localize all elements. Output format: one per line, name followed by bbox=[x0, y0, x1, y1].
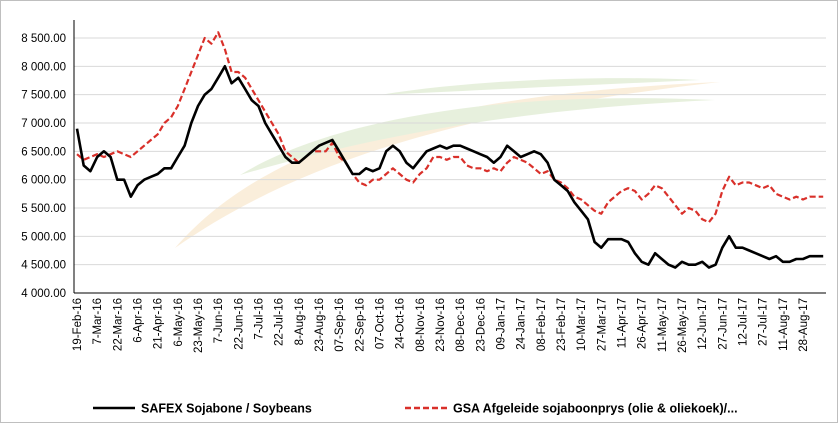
y-tick-label: 8 000.00 bbox=[21, 61, 66, 73]
x-tick-label: 12-Jun-17 bbox=[697, 298, 709, 350]
y-tick-label: 8 500.00 bbox=[21, 33, 66, 45]
x-tick-label: 23-Dec-16 bbox=[475, 298, 487, 352]
x-tick-label: 21-Apr-16 bbox=[153, 298, 165, 349]
x-tick-label: 22-Jun-16 bbox=[233, 298, 245, 350]
x-tick-label: 08-Nov-16 bbox=[415, 298, 427, 352]
x-tick-label: 6-May-16 bbox=[173, 298, 185, 347]
y-tick-label: 5 000.00 bbox=[21, 231, 66, 243]
x-tick-label: 7-Mar-16 bbox=[92, 298, 104, 345]
series-line bbox=[76, 31, 824, 224]
x-tick-label: 11-Apr-17 bbox=[617, 298, 629, 348]
x-tick-label: 08-Feb-17 bbox=[536, 298, 548, 351]
x-tick-label: 28-Aug-17 bbox=[798, 298, 810, 352]
x-tick-label: 7-Jul-16 bbox=[254, 298, 266, 340]
y-tick-label: 5 500.00 bbox=[21, 203, 66, 215]
x-tick-label: 09-Jan-17 bbox=[496, 298, 508, 350]
x-tick-label: 07-Sep-16 bbox=[334, 298, 346, 352]
x-tick-label: 22-Mar-16 bbox=[112, 298, 124, 351]
x-tick-label: 27-Mar-17 bbox=[596, 298, 608, 351]
legend-label: GSA Afgeleide sojaboonprys (olie & oliek… bbox=[453, 402, 738, 416]
x-tick-label: 07-Oct-16 bbox=[375, 298, 387, 349]
x-tick-label: 10-Mar-17 bbox=[576, 298, 588, 351]
x-tick-label: 11-May-17 bbox=[657, 298, 669, 352]
y-tick-label: 4 000.00 bbox=[21, 288, 66, 300]
x-tick-label: 26-Apr-17 bbox=[637, 298, 649, 349]
x-tick-label: 22-Sep-16 bbox=[354, 298, 366, 352]
y-tick-label: 7 000.00 bbox=[21, 118, 66, 130]
y-tick-label: 6 000.00 bbox=[21, 175, 66, 187]
x-tick-label: 08-Dec-16 bbox=[455, 298, 467, 352]
y-tick-label: 4 500.00 bbox=[21, 260, 66, 272]
x-tick-label: 22-Jul-16 bbox=[274, 298, 286, 346]
x-tick-label: 24-Jan-17 bbox=[516, 298, 528, 350]
x-tick-label: 6-Apr-16 bbox=[133, 298, 145, 343]
legend-label: SAFEX Sojabone / Soybeans bbox=[141, 402, 312, 416]
x-tick-label: 27-Jul-17 bbox=[758, 298, 770, 346]
x-tick-label: 7-Jun-16 bbox=[213, 298, 225, 343]
x-tick-label: 27-Jun-17 bbox=[717, 298, 729, 350]
x-tick-label: 23-May-16 bbox=[193, 298, 205, 353]
y-tick-label: 7 500.00 bbox=[21, 90, 66, 102]
series-line bbox=[75, 65, 824, 269]
x-tick-label: 19-Feb-16 bbox=[72, 298, 84, 351]
x-tick-label: 12-Jul-17 bbox=[738, 298, 750, 346]
x-tick-label: 8-Aug-16 bbox=[294, 298, 306, 345]
x-tick-label: 11-Aug-17 bbox=[778, 298, 790, 351]
x-tick-label: 23-Feb-17 bbox=[556, 298, 568, 351]
y-tick-label: 6 500.00 bbox=[21, 146, 66, 158]
x-tick-label: 23-Nov-16 bbox=[435, 298, 447, 352]
x-tick-label: 26-May-17 bbox=[677, 298, 689, 353]
x-tick-label: 23-Aug-16 bbox=[314, 298, 326, 352]
watermark bbox=[175, 78, 720, 248]
x-tick-label: 24-Oct-16 bbox=[395, 298, 407, 349]
